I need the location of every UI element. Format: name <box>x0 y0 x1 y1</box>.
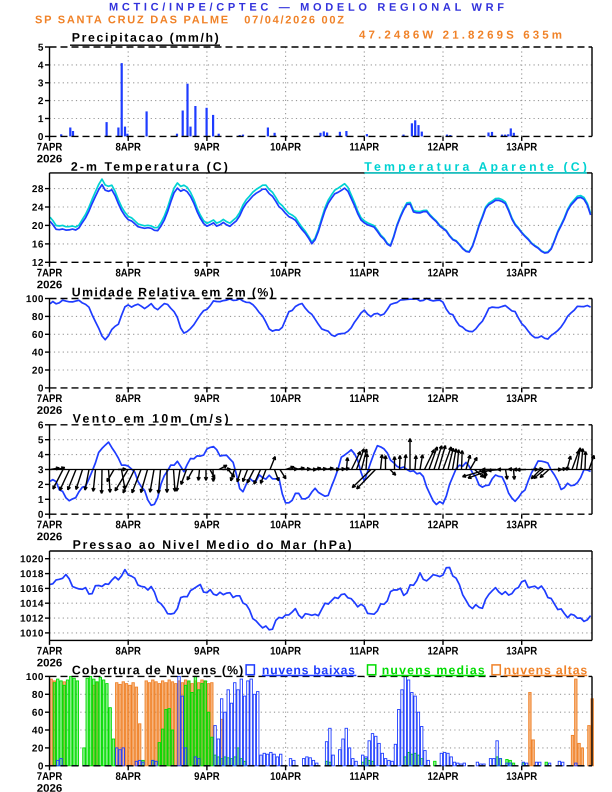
svg-text:12APR: 12APR <box>427 645 458 657</box>
svg-text:8APR: 8APR <box>115 519 141 531</box>
svg-text:8APR: 8APR <box>115 141 141 153</box>
svg-text:60: 60 <box>32 330 44 341</box>
svg-text:11APR: 11APR <box>350 771 380 783</box>
svg-text:7APR: 7APR <box>37 771 63 783</box>
svg-text:13APR: 13APR <box>506 645 537 657</box>
svg-text:13APR: 13APR <box>506 393 537 405</box>
svg-text:2026: 2026 <box>37 279 63 291</box>
svg-text:9APR: 9APR <box>194 519 220 531</box>
svg-text:1: 1 <box>38 495 44 506</box>
svg-text:28: 28 <box>32 184 44 195</box>
svg-text:5: 5 <box>38 43 44 54</box>
svg-text:nuvens medias: nuvens medias <box>382 663 485 677</box>
svg-text:0: 0 <box>38 132 44 143</box>
svg-text:12APR: 12APR <box>427 771 458 783</box>
svg-text:12APR: 12APR <box>427 267 458 279</box>
svg-text:7APR: 7APR <box>37 519 63 531</box>
svg-text:8APR: 8APR <box>115 645 141 657</box>
svg-text:9APR: 9APR <box>194 141 220 153</box>
svg-text:20: 20 <box>32 366 44 377</box>
svg-text:13APR: 13APR <box>506 267 537 279</box>
svg-text:12: 12 <box>32 258 44 269</box>
svg-text:2: 2 <box>38 96 44 107</box>
svg-text:MCTIC/INPE/CPTEC — MODELO REGI: MCTIC/INPE/CPTEC — MODELO REGIONAL WRF <box>109 2 504 14</box>
svg-text:2026: 2026 <box>37 405 63 417</box>
svg-text:4: 4 <box>38 60 44 71</box>
svg-text:10APR: 10APR <box>270 771 301 783</box>
svg-text:13APR: 13APR <box>506 519 537 531</box>
svg-text:11APR: 11APR <box>350 519 380 531</box>
svg-text:40: 40 <box>32 726 44 737</box>
svg-text:4: 4 <box>38 450 44 461</box>
svg-text:20: 20 <box>32 743 44 754</box>
svg-text:2: 2 <box>38 480 44 491</box>
svg-text:11APR: 11APR <box>350 267 380 279</box>
svg-text:3: 3 <box>38 465 44 476</box>
svg-text:SP SANTA CRUZ DAS PALME 07/0: SP SANTA CRUZ DAS PALME 07/04/2026 00Z <box>35 14 344 26</box>
svg-text:2026: 2026 <box>37 531 63 543</box>
svg-text:10APR: 10APR <box>270 519 301 531</box>
svg-text:20: 20 <box>32 221 44 232</box>
svg-text:2026: 2026 <box>37 153 63 165</box>
svg-text:nuvens baixas: nuvens baixas <box>262 663 355 677</box>
svg-text:5: 5 <box>38 435 44 446</box>
svg-text:1014: 1014 <box>20 599 44 610</box>
svg-text:100: 100 <box>26 672 44 683</box>
svg-text:9APR: 9APR <box>194 393 220 405</box>
svg-text:11APR: 11APR <box>350 393 380 405</box>
svg-text:11APR: 11APR <box>350 645 380 657</box>
svg-text:9APR: 9APR <box>194 645 220 657</box>
svg-text:12APR: 12APR <box>427 519 458 531</box>
svg-text:0: 0 <box>38 510 44 521</box>
svg-text:0: 0 <box>38 761 44 772</box>
svg-text:3: 3 <box>38 78 44 89</box>
svg-text:80: 80 <box>32 312 44 323</box>
svg-text:Cobertura de Nuvens (%): Cobertura de Nuvens (%) <box>72 663 243 677</box>
svg-text:2-m Temperatura (C): 2-m Temperatura (C) <box>71 160 228 174</box>
svg-text:11APR: 11APR <box>350 141 380 153</box>
svg-text:1018: 1018 <box>20 569 44 580</box>
svg-text:Umidade Relativa em 2m (%): Umidade Relativa em 2m (%) <box>72 285 274 299</box>
svg-text:6: 6 <box>38 420 44 431</box>
svg-text:8APR: 8APR <box>115 771 141 783</box>
svg-text:10APR: 10APR <box>270 645 301 657</box>
svg-text:1: 1 <box>38 114 44 125</box>
svg-text:10APR: 10APR <box>270 393 301 405</box>
svg-text:1020: 1020 <box>20 554 44 565</box>
svg-text:40: 40 <box>32 348 44 359</box>
svg-text:13APR: 13APR <box>506 771 537 783</box>
svg-text:Pressao ao Nivel Medio do Mar: Pressao ao Nivel Medio do Mar (hPa) <box>73 538 352 552</box>
svg-text:60: 60 <box>32 708 44 719</box>
svg-text:10APR: 10APR <box>270 267 301 279</box>
svg-text:2026: 2026 <box>37 657 63 669</box>
svg-text:9APR: 9APR <box>194 267 220 279</box>
svg-text:100: 100 <box>26 294 44 305</box>
svg-text:16: 16 <box>32 239 44 250</box>
svg-text:8APR: 8APR <box>115 267 141 279</box>
svg-text:12APR: 12APR <box>427 393 458 405</box>
svg-text:10APR: 10APR <box>270 141 301 153</box>
svg-text:9APR: 9APR <box>194 771 220 783</box>
svg-text:13APR: 13APR <box>506 141 537 153</box>
svg-text:0: 0 <box>38 383 44 394</box>
svg-text:24: 24 <box>32 203 44 214</box>
svg-text:nuvens altas: nuvens altas <box>504 663 588 677</box>
svg-text:7APR: 7APR <box>37 645 63 657</box>
svg-text:Precipitacao (mm/h): Precipitacao (mm/h) <box>72 31 219 45</box>
svg-text:1016: 1016 <box>20 584 44 595</box>
svg-text:7APR: 7APR <box>37 393 63 405</box>
svg-text:7APR: 7APR <box>37 141 63 153</box>
svg-text:8APR: 8APR <box>115 393 141 405</box>
svg-text:2026: 2026 <box>37 783 63 792</box>
svg-text:7APR: 7APR <box>37 267 63 279</box>
svg-text:1010: 1010 <box>20 628 44 639</box>
svg-text:1012: 1012 <box>20 614 44 625</box>
svg-text:12APR: 12APR <box>427 141 458 153</box>
svg-text:80: 80 <box>32 690 44 701</box>
